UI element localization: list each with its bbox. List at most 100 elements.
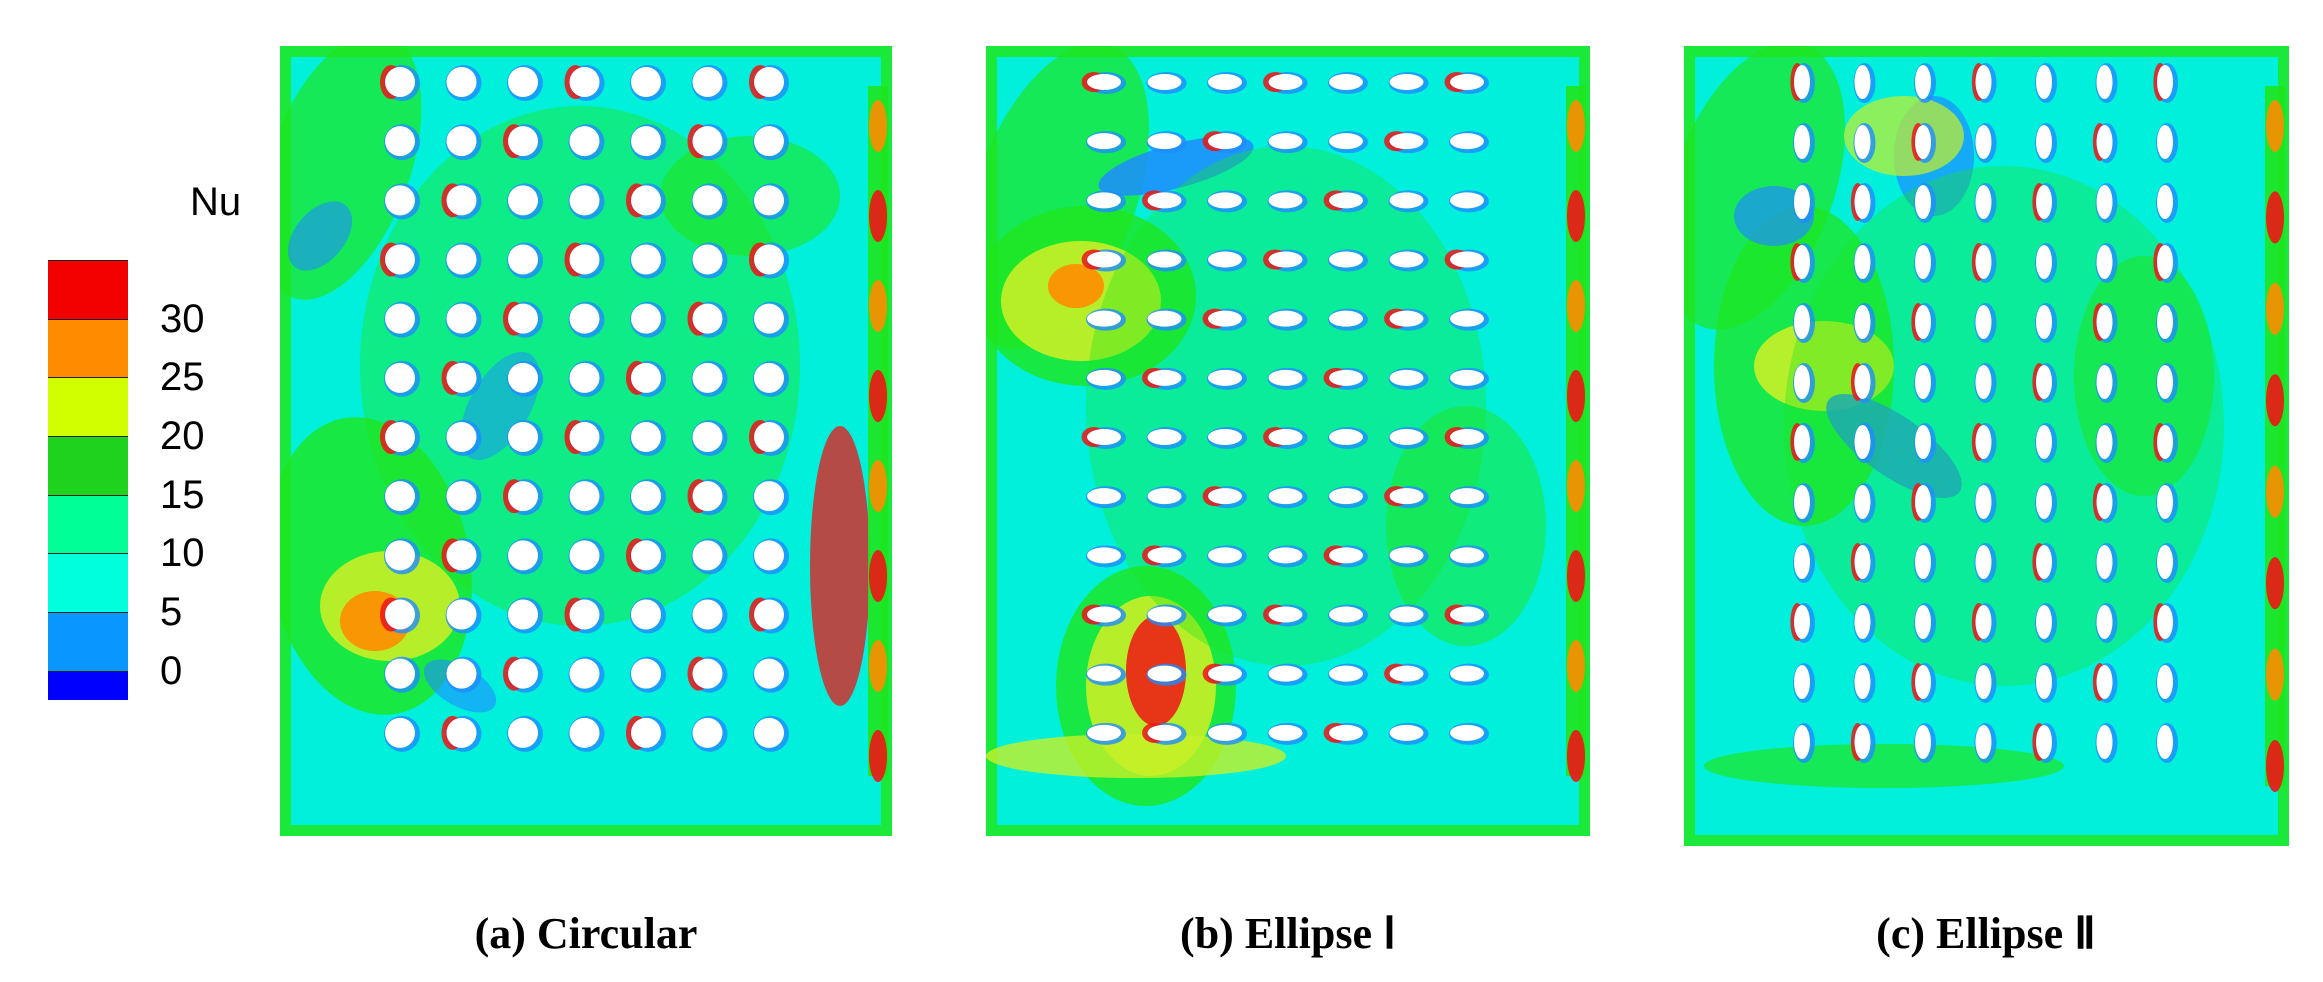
- pin-fin-hole: [1329, 429, 1363, 445]
- pin-fin-hole: [1389, 251, 1424, 268]
- pin-fin-hole: [754, 362, 784, 393]
- pin-fin-hole: [1794, 305, 1810, 339]
- pin-fin-hole: [1915, 425, 1931, 459]
- pin-fin-hole: [385, 422, 415, 452]
- pin-fin-hole: [1975, 605, 1992, 639]
- hot-spot: [869, 190, 887, 242]
- contour-region: [2074, 256, 2214, 496]
- pin-fin-hole: [2036, 245, 2052, 279]
- pin-fin-hole: [1268, 369, 1303, 386]
- pin-fin-hole: [754, 540, 784, 571]
- pin-fin-hole: [1147, 547, 1182, 564]
- contour-region: [1386, 406, 1546, 646]
- pin-fin-hole: [2157, 125, 2173, 159]
- pin-fin-hole: [631, 362, 661, 393]
- pin-fin-hole: [1268, 547, 1303, 564]
- pin-fin-hole: [1794, 545, 1810, 579]
- edge-region: [868, 86, 888, 776]
- contour-plot-circular: [280, 46, 892, 836]
- pin-fin-hole: [631, 244, 661, 275]
- pin-fin-hole: [385, 658, 415, 689]
- pin-fin-hole: [1854, 725, 1871, 759]
- pin-fin-hole: [1329, 488, 1363, 505]
- pin-fin-hole: [1147, 192, 1182, 209]
- pin-fin-hole: [569, 658, 600, 689]
- pin-fin-hole: [2096, 665, 2113, 699]
- pin-fin-hole: [754, 67, 784, 97]
- pin-fin-hole: [692, 126, 723, 157]
- pin-fin-hole: [1450, 724, 1484, 741]
- contour-region: [660, 136, 840, 256]
- hot-spot: [2266, 282, 2284, 335]
- pin-fin-hole: [446, 67, 477, 97]
- pin-fin-hole: [2036, 485, 2052, 519]
- hot-spot: [2266, 374, 2284, 427]
- pin-fin-hole: [385, 481, 415, 512]
- pin-fin-hole: [1208, 429, 1242, 445]
- pin-fin-hole: [1087, 74, 1121, 90]
- legend-tick-label: 0: [160, 648, 183, 693]
- pin-fin-hole: [1854, 665, 1871, 699]
- legend-swatch: [48, 553, 128, 612]
- pin-fin-hole: [446, 540, 477, 571]
- legend-tick-label: 15: [160, 472, 205, 517]
- pin-fin-hole: [446, 244, 477, 275]
- pin-fin-hole: [1389, 310, 1424, 327]
- pin-fin-hole: [1208, 488, 1242, 505]
- pin-fin-hole: [1915, 305, 1931, 339]
- pin-fin-hole: [754, 481, 784, 512]
- pin-fin-hole: [1147, 133, 1182, 150]
- pin-fin-hole: [1208, 665, 1242, 682]
- contour-region: [1704, 744, 2064, 788]
- pin-fin-hole: [2157, 365, 2173, 399]
- pin-fin-hole: [1389, 429, 1424, 445]
- hot-spot: [2266, 740, 2284, 792]
- pin-fin-hole: [1087, 192, 1121, 209]
- pin-fin-hole: [1915, 125, 1931, 159]
- pin-fin-hole: [1975, 485, 1992, 519]
- pin-fin-hole: [1915, 245, 1931, 279]
- pin-fin-hole: [2036, 185, 2052, 219]
- pin-fin-hole: [569, 540, 600, 571]
- hot-spot: [2266, 648, 2284, 701]
- pin-fin-hole: [1268, 310, 1303, 327]
- pin-fin-hole: [1450, 547, 1484, 564]
- pin-fin-hole: [508, 185, 538, 216]
- pin-fin-hole: [1854, 185, 1871, 219]
- pin-fin-hole: [2157, 665, 2173, 699]
- pin-fin-hole: [631, 658, 661, 689]
- hot-spot: [869, 460, 887, 512]
- hot-spot: [2266, 191, 2284, 244]
- pin-fin-hole: [692, 67, 723, 97]
- pin-fin-hole: [1208, 724, 1242, 741]
- pin-fin-hole: [569, 717, 600, 748]
- pin-fin-hole: [385, 540, 415, 571]
- pin-fin-hole: [569, 422, 600, 452]
- hot-spot: [1567, 280, 1585, 332]
- pin-fin-hole: [2096, 725, 2113, 759]
- pin-fin-hole: [2096, 305, 2113, 339]
- panel-ellipse-1: [986, 46, 1590, 836]
- pin-fin-hole: [1087, 488, 1121, 505]
- pin-fin-hole: [1794, 245, 1810, 279]
- pin-fin-hole: [692, 540, 723, 571]
- pin-fin-hole: [1147, 488, 1182, 505]
- pin-fin-hole: [2036, 425, 2052, 459]
- pin-fin-hole: [1329, 192, 1363, 209]
- pin-fin-hole: [1450, 192, 1484, 209]
- pin-fin-hole: [1854, 125, 1871, 159]
- pin-fin-hole: [1208, 251, 1242, 268]
- edge-region: [1566, 86, 1586, 776]
- legend-title: Nu: [190, 180, 242, 224]
- pin-fin-hole: [446, 303, 477, 334]
- caption-circular: (a) Circular: [474, 909, 698, 958]
- pin-fin-hole: [2036, 545, 2052, 579]
- pin-fin-hole: [692, 422, 723, 452]
- legend-swatch: [48, 436, 128, 495]
- pin-fin-hole: [631, 185, 661, 216]
- pin-fin-hole: [1087, 310, 1121, 327]
- legend-tick-label: 30: [160, 296, 205, 341]
- pin-fin-hole: [1450, 310, 1484, 327]
- pin-fin-hole: [508, 126, 538, 157]
- pin-fin-hole: [631, 717, 661, 748]
